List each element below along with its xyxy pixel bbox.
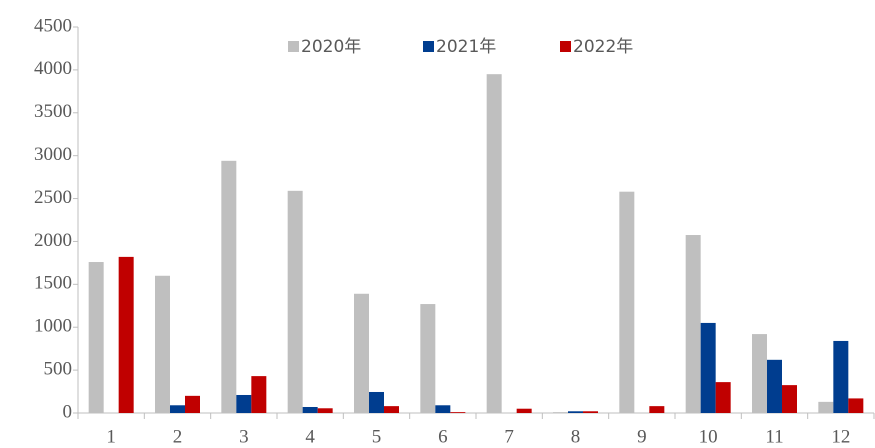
bar — [369, 391, 384, 413]
x-tick-label: 3 — [239, 426, 249, 447]
x-tick-label: 1 — [106, 426, 116, 447]
x-tick-label: 8 — [571, 426, 581, 447]
legend-label: 2020年 — [301, 37, 361, 57]
y-tick-label: 2000 — [34, 230, 72, 251]
bar — [619, 191, 635, 413]
bar — [700, 322, 716, 413]
bar — [818, 401, 834, 413]
y-tick-label: 3000 — [34, 144, 72, 165]
y-tick-label: 3500 — [34, 101, 72, 122]
x-tick-label: 9 — [637, 426, 647, 447]
bar — [287, 190, 303, 413]
y-tick-label: 1000 — [34, 316, 72, 337]
bar — [170, 405, 185, 413]
bar — [516, 408, 532, 413]
y-tick-label: 0 — [63, 401, 73, 422]
x-tick-label: 2 — [173, 426, 183, 447]
legend-label: 2022年 — [573, 37, 633, 57]
bar — [715, 382, 731, 413]
bar — [833, 340, 849, 413]
bar — [752, 334, 767, 413]
x-tick-label: 5 — [372, 426, 382, 447]
y-tick-label: 4500 — [34, 15, 72, 36]
bar — [435, 405, 451, 413]
bar — [583, 411, 598, 413]
x-tick-label: 11 — [765, 426, 783, 447]
y-tick-label: 4000 — [34, 58, 72, 79]
x-tick-label: 6 — [438, 426, 448, 447]
legend-swatch — [423, 41, 434, 52]
bar — [450, 412, 466, 413]
x-tick-label: 7 — [504, 426, 514, 447]
bar — [185, 395, 200, 413]
bar — [848, 398, 864, 413]
bar — [553, 412, 568, 413]
bar — [782, 385, 797, 413]
bar — [420, 304, 436, 413]
bar — [649, 406, 665, 413]
bar — [236, 394, 252, 413]
bar — [251, 376, 267, 413]
x-tick-label: 10 — [699, 426, 718, 447]
bar — [354, 293, 369, 413]
bar — [302, 406, 318, 413]
bar — [767, 359, 782, 413]
bar — [155, 275, 170, 413]
bar — [486, 74, 502, 413]
legend-label: 2021年 — [436, 37, 496, 57]
y-tick-label: 500 — [44, 358, 73, 379]
legend-swatch — [560, 41, 571, 52]
bar — [685, 235, 701, 413]
bar — [568, 411, 583, 413]
bar — [221, 160, 237, 413]
legend-swatch — [288, 41, 299, 52]
bar — [88, 262, 104, 413]
x-tick-label: 12 — [831, 426, 850, 447]
bar — [384, 406, 399, 413]
y-tick-label: 2500 — [34, 187, 72, 208]
bar — [317, 408, 333, 413]
bar — [118, 256, 134, 413]
y-tick-label: 1500 — [34, 273, 72, 294]
x-tick-label: 4 — [305, 426, 315, 447]
